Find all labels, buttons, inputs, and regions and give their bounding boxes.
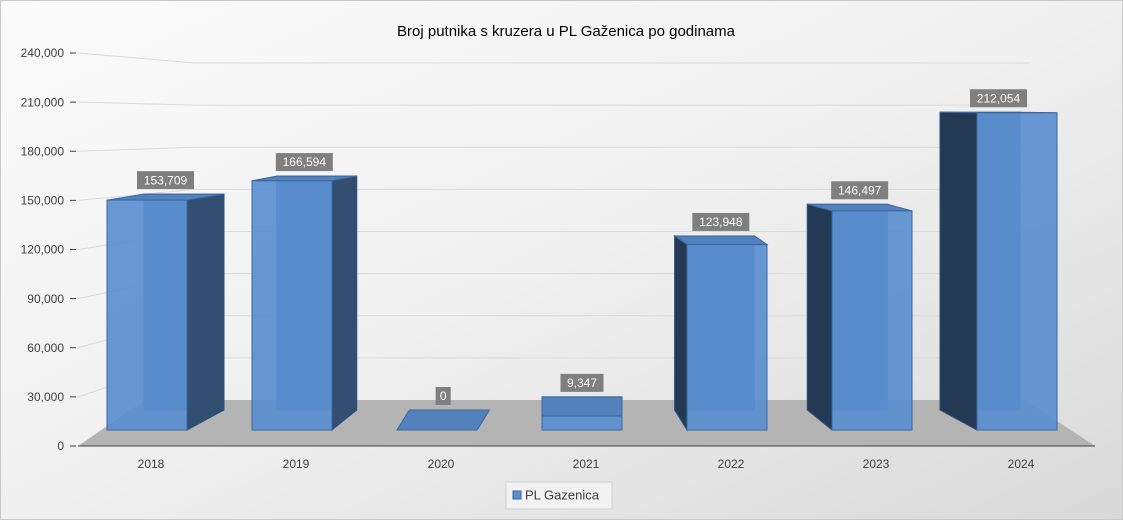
value-label: 166,594 <box>283 155 327 169</box>
y-tick-label: 240,000 <box>21 46 65 60</box>
bar <box>251 175 358 432</box>
y-tick-label: 90,000 <box>27 292 64 306</box>
chart-title: Broj putnika s kruzera u PL Gaženica po … <box>397 23 736 40</box>
x-tick-label: 2020 <box>428 457 455 471</box>
bar-top <box>396 409 491 431</box>
value-label-box <box>560 373 604 392</box>
y-tick-label: 180,000 <box>21 144 65 158</box>
bar-top <box>673 235 769 246</box>
bar <box>106 193 225 431</box>
value-label: 146,497 <box>838 183 882 197</box>
x-tick-label: 2019 <box>283 457 310 471</box>
bar-front <box>106 199 188 431</box>
y-tick-label: 60,000 <box>27 341 64 355</box>
y-tick-label: 210,000 <box>21 95 65 109</box>
bar-top <box>541 396 623 417</box>
bar <box>396 409 491 431</box>
bar-front <box>976 112 1058 431</box>
y-tick-label: 120,000 <box>21 243 65 257</box>
legend-swatch <box>512 490 522 500</box>
bar-front <box>831 210 913 431</box>
grid-line <box>77 188 1030 201</box>
bar-front <box>686 244 768 431</box>
bar <box>673 234 769 432</box>
value-label-box <box>970 89 1027 108</box>
bar-side <box>939 111 978 431</box>
bar-front <box>251 180 333 431</box>
bar-side <box>806 203 833 432</box>
legend-label: PL Gazenica <box>525 487 600 502</box>
value-label: 9,347 <box>567 376 597 390</box>
value-label: 123,948 <box>699 215 743 229</box>
x-tick-label: 2021 <box>573 457 600 471</box>
value-label: 0 <box>440 389 447 403</box>
bar <box>541 396 623 431</box>
grid-line <box>77 146 1030 152</box>
y-tick-label: 30,000 <box>27 390 64 404</box>
bar <box>939 111 1058 431</box>
value-label-box <box>137 171 194 190</box>
x-tick-label: 2018 <box>138 457 165 471</box>
x-tick-label: 2024 <box>1008 457 1035 471</box>
grid-line <box>77 52 1030 64</box>
bar <box>806 203 913 432</box>
value-label-box <box>275 153 333 172</box>
bar-side <box>331 175 358 432</box>
x-tick-label: 2022 <box>718 457 745 471</box>
value-label-box <box>692 212 750 231</box>
y-tick-label: 0 <box>57 439 64 453</box>
value-label-box <box>435 387 451 405</box>
legend-box <box>505 481 613 510</box>
value-label: 212,054 <box>977 91 1021 105</box>
y-tick-label: 150,000 <box>21 194 65 208</box>
grid-line <box>77 101 1030 106</box>
value-label-box <box>831 181 889 200</box>
bar-front <box>541 415 623 431</box>
value-label: 153,709 <box>144 173 188 187</box>
bar-side <box>186 193 225 431</box>
x-tick-label: 2023 <box>863 457 890 471</box>
bar-side <box>674 234 688 432</box>
